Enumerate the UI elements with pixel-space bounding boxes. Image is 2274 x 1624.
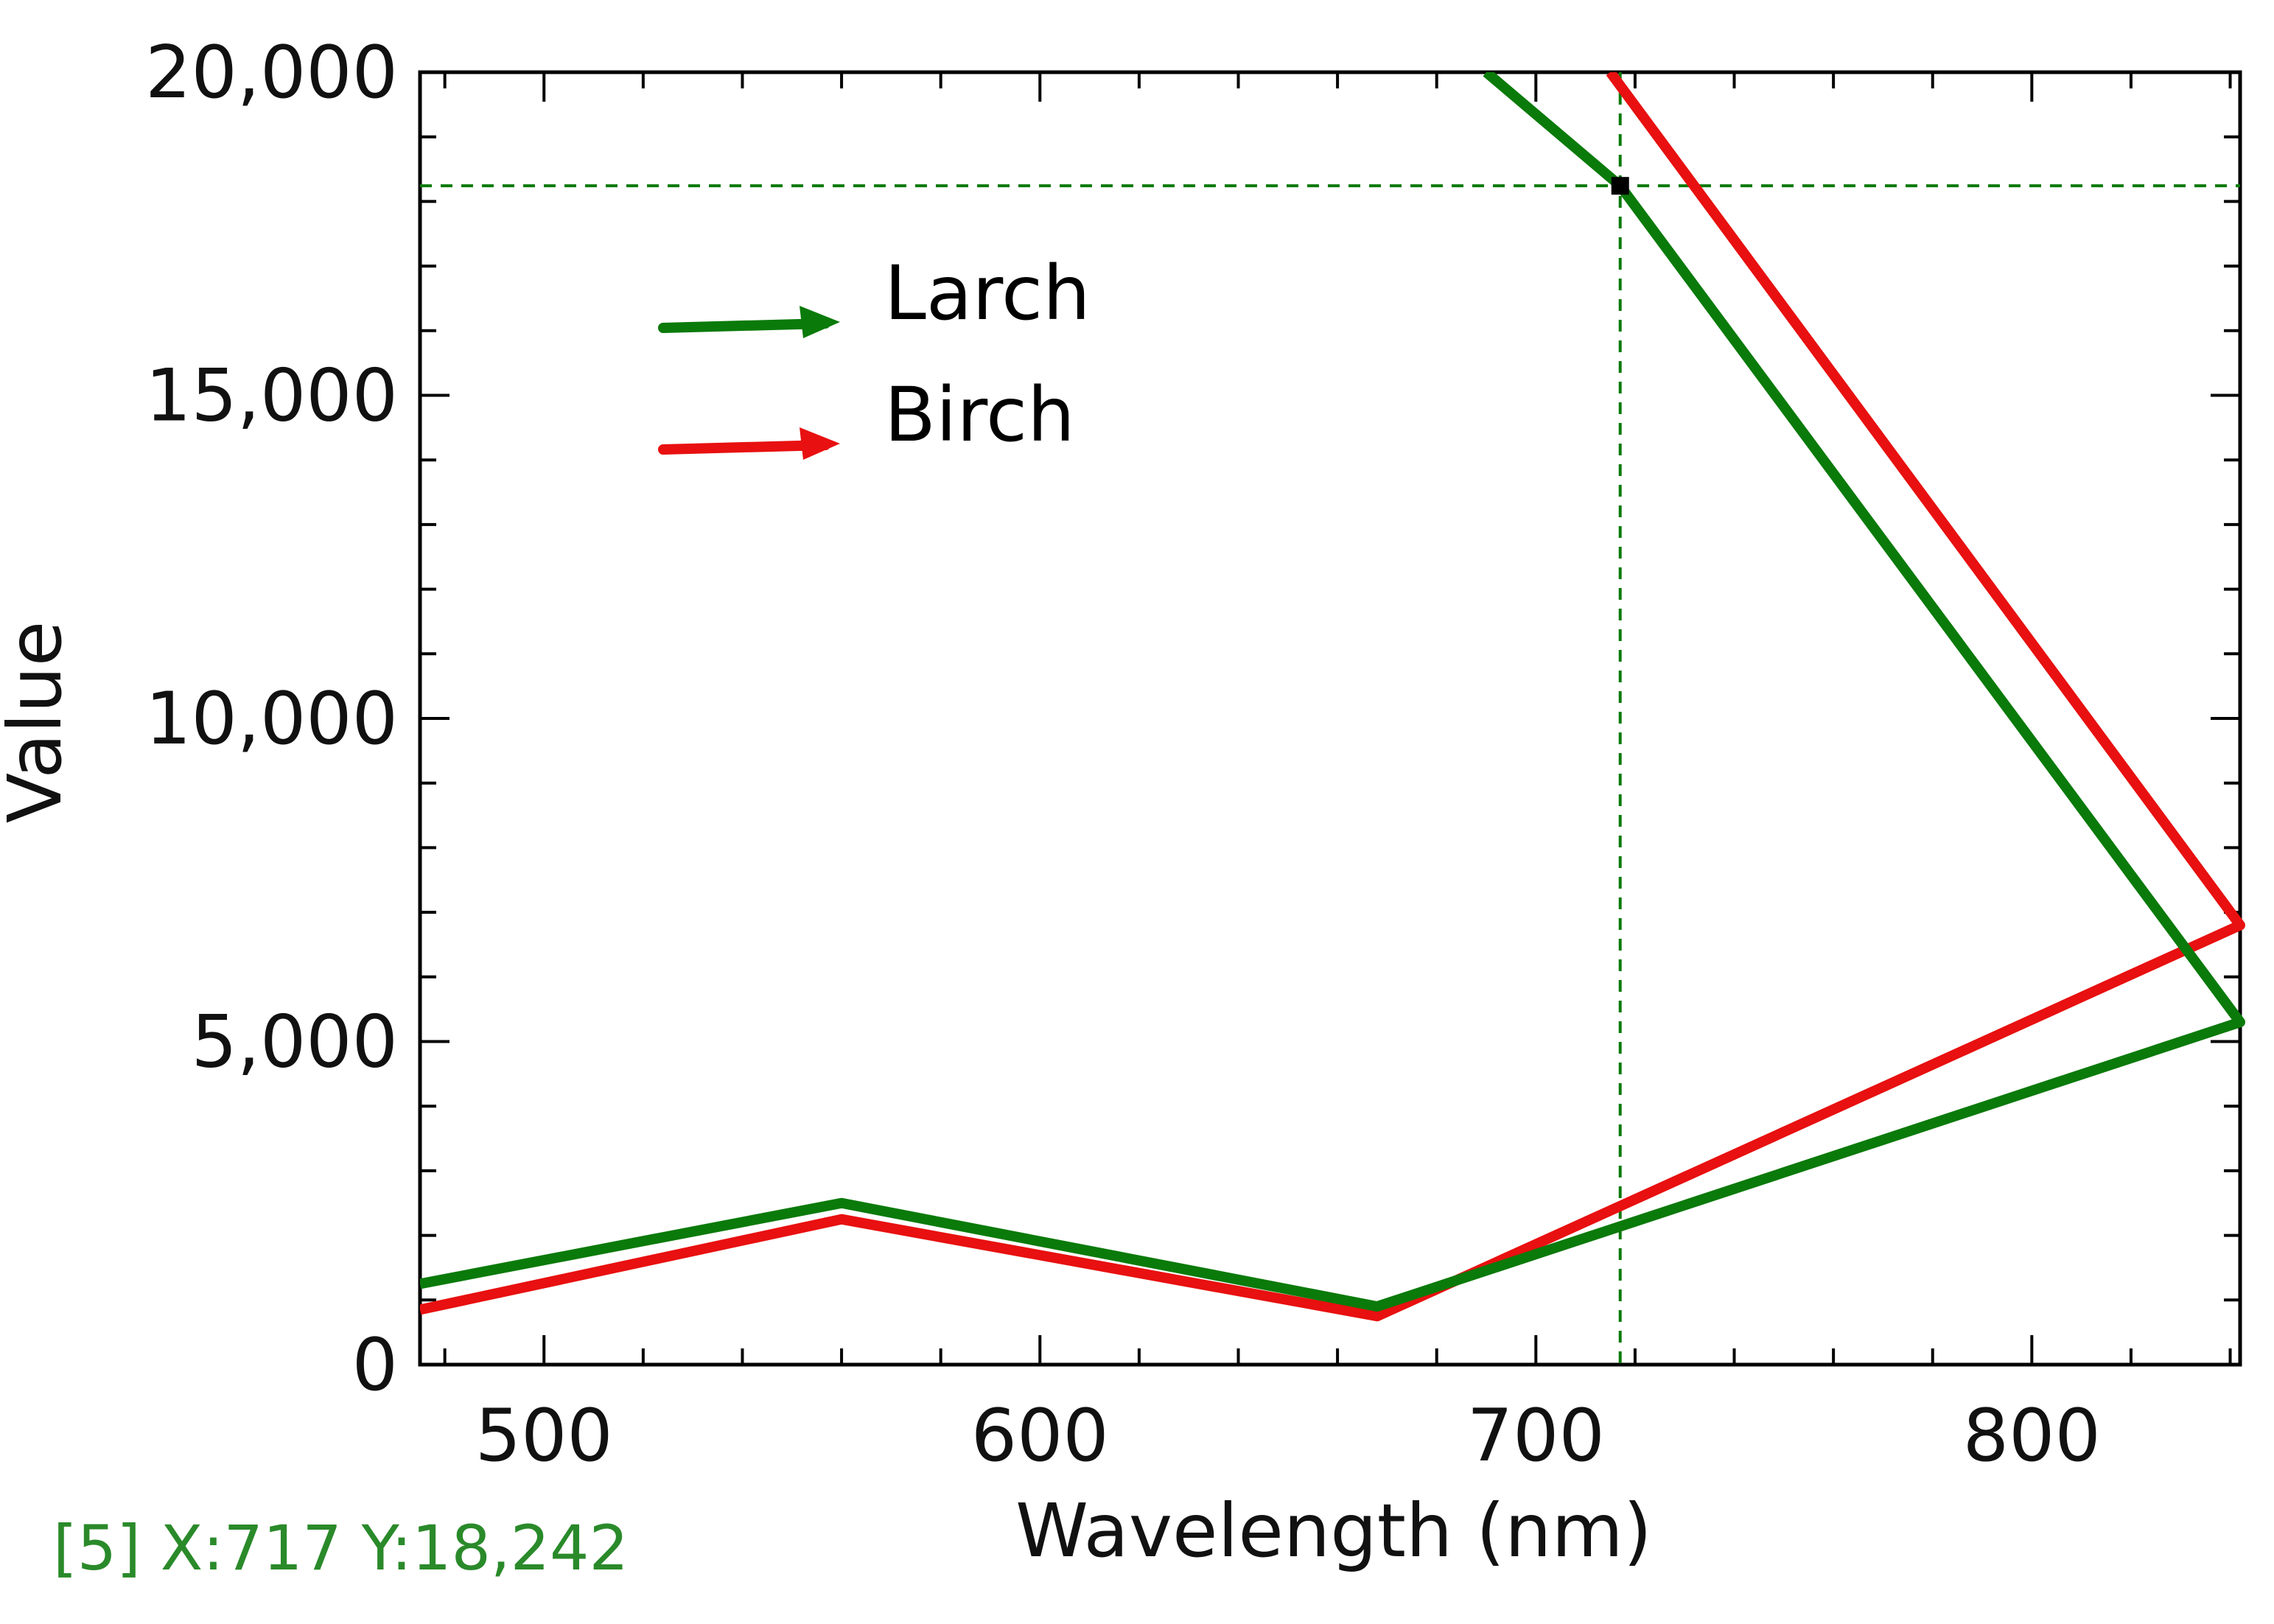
y-tick-label: 10,000 — [145, 677, 398, 761]
legend-label-birch: Birch — [884, 371, 1075, 459]
y-tick-label: 5,000 — [191, 1001, 398, 1085]
x-tick-label: 700 — [1467, 1394, 1605, 1478]
y-axis-title: Value — [0, 621, 78, 824]
legend-line-birch — [658, 440, 830, 455]
y-tick-label: 0 — [352, 1323, 398, 1407]
legend-line-larch — [658, 318, 830, 333]
x-tick-label: 800 — [1963, 1394, 2101, 1478]
legend-label-larch: Larch — [884, 250, 1091, 337]
legend-arrow-birch — [800, 427, 840, 460]
plot-layer: 0 5,000 10,000 15,000 20,000 500 600 700 800 Larc… — [145, 31, 2245, 1478]
cursor-marker — [1611, 177, 1629, 195]
y-tick-label: 15,000 — [145, 354, 398, 438]
x-tick-label: 600 — [971, 1394, 1109, 1478]
x-axis-title: Wavelength (nm) — [1015, 1488, 1652, 1574]
x-tick-label: 500 — [475, 1394, 613, 1478]
cursor-readout: [5] X:717 Y:18,242 — [53, 1512, 629, 1584]
plot-frame — [418, 70, 2242, 1367]
series-line-birch — [420, 72, 2245, 1322]
legend-arrow-larch — [800, 306, 840, 338]
y-tick-label: 20,000 — [145, 31, 398, 115]
series-line-larch — [420, 72, 2245, 1312]
